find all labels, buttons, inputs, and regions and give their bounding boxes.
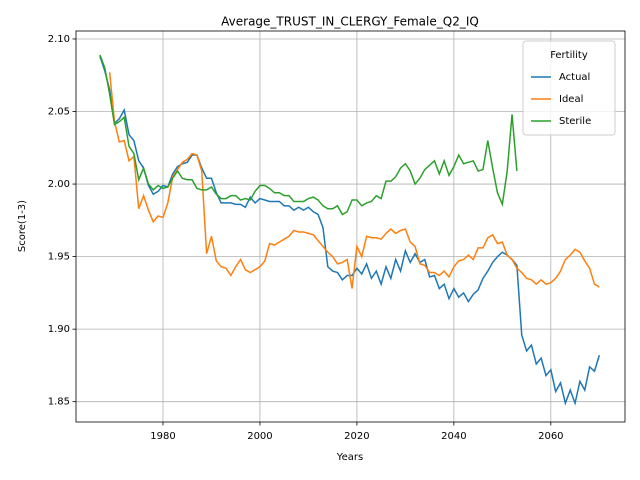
plot-frame [75, 30, 626, 423]
x-tick-label: 2020 [344, 431, 369, 442]
series-line [99, 54, 518, 216]
y-tick-label: 1.90 [48, 324, 70, 335]
chart-title: Average_TRUST_IN_CLERGY_Female_Q2_IQ [221, 15, 479, 29]
x-tick-label: 2000 [247, 431, 272, 442]
x-axis-label: Years [336, 452, 363, 463]
y-axis-label: Score(1-3) [17, 200, 28, 252]
y-tick-label: 2.10 [48, 34, 70, 45]
legend-title: Fertility [550, 50, 588, 61]
y-tick-label: 1.85 [48, 397, 70, 408]
legend-label: Actual [559, 72, 590, 83]
x-tick-label: 2060 [538, 431, 563, 442]
y-tick-label: 2.05 [48, 107, 70, 118]
legend-box [522, 40, 616, 136]
legend-label: Ideal [559, 94, 583, 105]
series-line [108, 72, 600, 289]
x-tick-label: 2040 [441, 431, 466, 442]
y-tick-label: 2.00 [48, 179, 70, 190]
x-tick-label: 1980 [150, 431, 175, 442]
y-tick-label: 1.95 [48, 252, 70, 263]
legend-label: Sterile [559, 116, 591, 127]
